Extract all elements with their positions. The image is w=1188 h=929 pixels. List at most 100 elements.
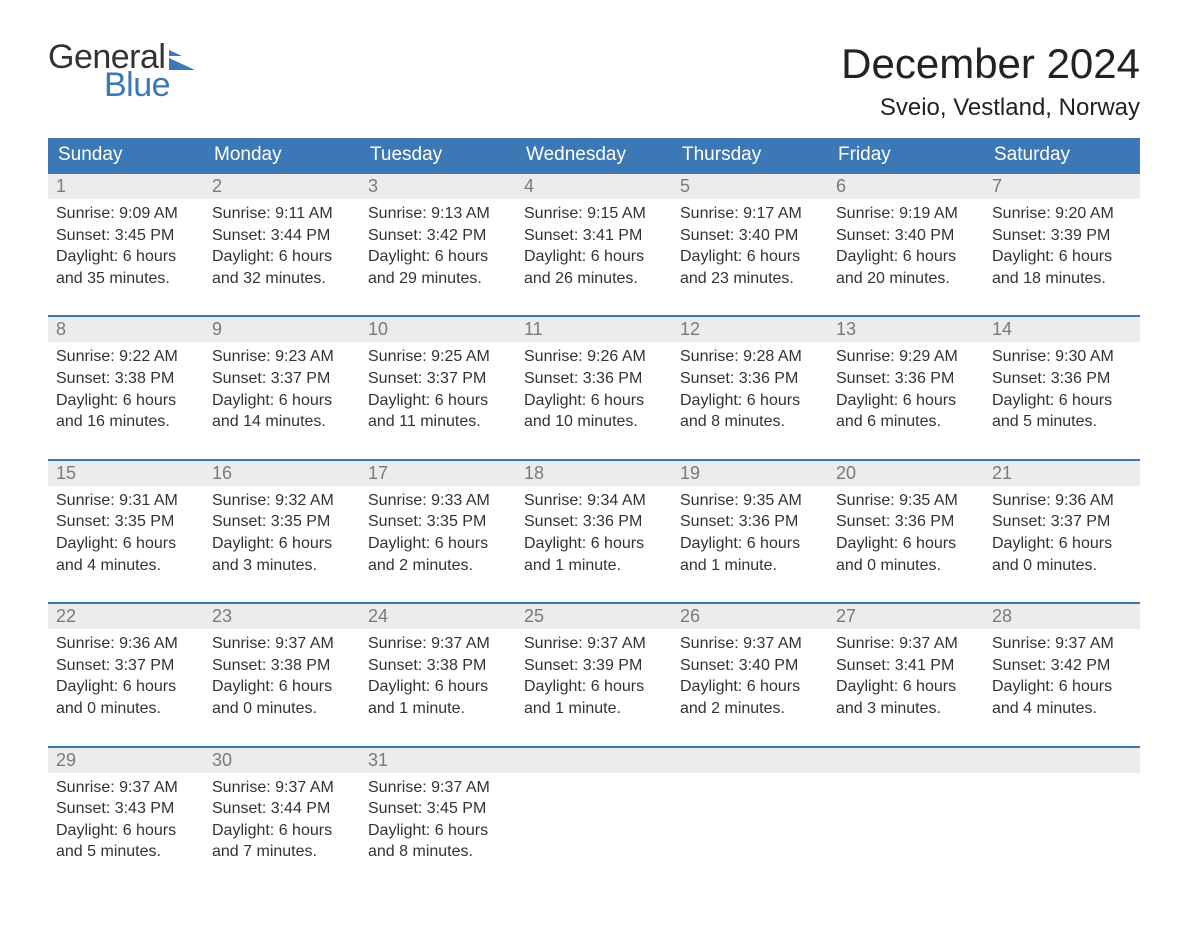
day-number: 16 (204, 460, 360, 486)
sunrise-text: Sunrise: 9:35 AM (680, 490, 820, 512)
daylight-text-2: and 32 minutes. (212, 268, 352, 290)
daylight-text-2: and 10 minutes. (524, 411, 664, 433)
week-content-row: Sunrise: 9:22 AMSunset: 3:38 PMDaylight:… (48, 342, 1140, 459)
daylight-text-1: Daylight: 6 hours (836, 246, 976, 268)
sunrise-text: Sunrise: 9:34 AM (524, 490, 664, 512)
day-content: Sunrise: 9:22 AMSunset: 3:38 PMDaylight:… (48, 342, 204, 459)
day-number: 5 (672, 173, 828, 199)
sunrise-text: Sunrise: 9:37 AM (212, 777, 352, 799)
week-content-row: Sunrise: 9:37 AM Sunset: 3:43 PM Daylight:… (48, 773, 1140, 889)
day-number: 8 (48, 316, 204, 342)
day-content: Sunrise: 9:37 AMSunset: 3:42 PMDaylight:… (984, 629, 1140, 746)
day-content: Sunrise: 9:32 AMSunset: 3:35 PMDaylight:… (204, 486, 360, 603)
dayname-wednesday: Wednesday (516, 138, 672, 173)
dayname-monday: Monday (204, 138, 360, 173)
day-content: Sunrise: 9:37 AMSunset: 3:45 PMDaylight:… (360, 773, 516, 889)
daylight-text-1: Daylight: 6 hours (524, 533, 664, 555)
day-number: 9 (204, 316, 360, 342)
sunset-text: Sunset: 3:38 PM (368, 655, 508, 677)
daylight-text-1: Daylight: 6 hours (992, 390, 1132, 412)
sunrise-text: Sunrise: 9:37 AM (368, 777, 508, 799)
sunrise-text: Sunrise: 9:37 AM (524, 633, 664, 655)
sunset-text: Sunset: 3:44 PM (212, 225, 352, 247)
day-content: Sunrise: 9:35 AMSunset: 3:36 PMDaylight:… (672, 486, 828, 603)
day-content: Sunrise: 9:30 AMSunset: 3:36 PMDaylight:… (984, 342, 1140, 459)
daylight-text-2: and 6 minutes. (836, 411, 976, 433)
sunrise-text: Sunrise: 9:37 AM (212, 633, 352, 655)
daylight-text-2: and 0 minutes. (992, 555, 1132, 577)
sunrise-text: Sunrise: 9:31 AM (56, 490, 196, 512)
sunset-text: Sunset: 3:40 PM (836, 225, 976, 247)
daylight-text-1: Daylight: 6 hours (368, 820, 508, 842)
day-number: 31 (360, 747, 516, 773)
daylight-text-1: Daylight: 6 hours (212, 246, 352, 268)
daylight-text-1: Daylight: 6 hours (56, 246, 196, 268)
daylight-text-1: Daylight: 6 hours (212, 390, 352, 412)
week-number-row: 293031 (48, 747, 1140, 773)
week-number-row: 1234567 (48, 173, 1140, 199)
month-title: December 2024 (841, 40, 1140, 88)
sunset-text: Sunset: 3:42 PM (368, 225, 508, 247)
sunset-text: Sunset: 3:36 PM (836, 368, 976, 390)
sunset-text: Sunset: 3:36 PM (680, 511, 820, 533)
sunset-text: Sunset: 3:35 PM (368, 511, 508, 533)
daylight-text-1: Daylight: 6 hours (680, 246, 820, 268)
day-number: 20 (828, 460, 984, 486)
daylight-text-2: and 0 minutes. (56, 698, 196, 720)
sunset-text: Sunset: 3:45 PM (56, 225, 196, 247)
daylight-text-1: Daylight: 6 hours (368, 533, 508, 555)
day-content: Sunrise: 9:37 AMSunset: 3:38 PMDaylight:… (204, 629, 360, 746)
day-content (516, 773, 672, 889)
daylight-text-2: and 16 minutes. (56, 411, 196, 433)
day-content: Sunrise: 9:28 AMSunset: 3:36 PMDaylight:… (672, 342, 828, 459)
daylight-text-2: and 8 minutes. (368, 841, 508, 863)
daylight-text-1: Daylight: 6 hours (56, 390, 196, 412)
week-number-row: 15161718192021 (48, 460, 1140, 486)
day-number: 11 (516, 316, 672, 342)
sunrise-text: Sunrise: 9:11 AM (212, 203, 352, 225)
day-number: 28 (984, 603, 1140, 629)
daylight-text-2: and 1 minute. (524, 698, 664, 720)
day-content: Sunrise: 9:29 AMSunset: 3:36 PMDaylight:… (828, 342, 984, 459)
week-content-row: Sunrise: 9:31 AMSunset: 3:35 PMDaylight:… (48, 486, 1140, 603)
daylight-text-2: and 1 minute. (368, 698, 508, 720)
day-number: 18 (516, 460, 672, 486)
sunset-text: Sunset: 3:44 PM (212, 798, 352, 820)
day-number: 29 (48, 747, 204, 773)
daylight-text-1: Daylight: 6 hours (524, 390, 664, 412)
sunrise-text: Sunrise: 9:32 AM (212, 490, 352, 512)
sunrise-text: Sunrise: 9:36 AM (56, 633, 196, 655)
day-number: 30 (204, 747, 360, 773)
daylight-text-1: Daylight: 6 hours (836, 533, 976, 555)
sunrise-text: Sunrise: 9:29 AM (836, 346, 976, 368)
day-content: Sunrise: 9:37 AMSunset: 3:40 PMDaylight:… (672, 629, 828, 746)
dayname-saturday: Saturday (984, 138, 1140, 173)
daylight-text-1: Daylight: 6 hours (992, 676, 1132, 698)
sunrise-text: Sunrise: 9:33 AM (368, 490, 508, 512)
sunrise-text: Sunrise: 9:19 AM (836, 203, 976, 225)
day-content: Sunrise: 9:37 AMSunset: 3:43 PMDaylight:… (48, 773, 204, 889)
daylight-text-2: and 1 minute. (680, 555, 820, 577)
daylight-text-1: Daylight: 6 hours (836, 390, 976, 412)
calendar-table: Sunday Monday Tuesday Wednesday Thursday… (48, 138, 1140, 889)
logo-word2: Blue (104, 68, 195, 102)
sunset-text: Sunset: 3:37 PM (368, 368, 508, 390)
sunset-text: Sunset: 3:38 PM (56, 368, 196, 390)
location: Sveio, Vestland, Norway (841, 94, 1140, 122)
day-content: Sunrise: 9:37 AMSunset: 3:44 PMDaylight:… (204, 773, 360, 889)
daylight-text-2: and 26 minutes. (524, 268, 664, 290)
day-number: 24 (360, 603, 516, 629)
sunset-text: Sunset: 3:43 PM (56, 798, 196, 820)
day-number: 3 (360, 173, 516, 199)
day-content: Sunrise: 9:17 AMSunset: 3:40 PMDaylight:… (672, 199, 828, 316)
daylight-text-2: and 5 minutes. (56, 841, 196, 863)
sunset-text: Sunset: 3:36 PM (680, 368, 820, 390)
daylight-text-2: and 4 minutes. (992, 698, 1132, 720)
sunrise-text: Sunrise: 9:37 AM (836, 633, 976, 655)
week-number-row: 22232425262728 (48, 603, 1140, 629)
dayname-friday: Friday (828, 138, 984, 173)
week-content-row: Sunrise: 9:09 AMSunset: 3:45 PMDaylight:… (48, 199, 1140, 316)
sunset-text: Sunset: 3:36 PM (992, 368, 1132, 390)
day-content: Sunrise: 9:20 AMSunset: 3:39 PMDaylight:… (984, 199, 1140, 316)
day-content: Sunrise: 9:09 AMSunset: 3:45 PMDaylight:… (48, 199, 204, 316)
